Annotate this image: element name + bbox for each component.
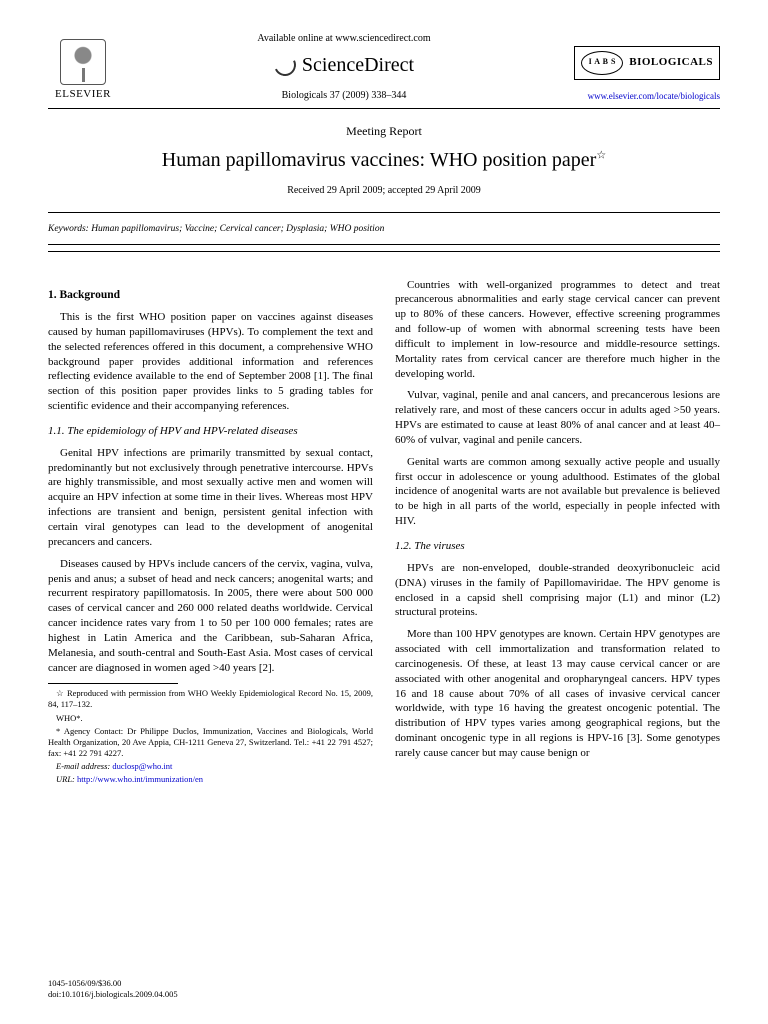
available-online: Available online at www.sciencedirect.co… bbox=[118, 32, 570, 46]
footnote-5: URL: http://www.who.int/immunization/en bbox=[48, 774, 373, 785]
received-line: Received 29 April 2009; accepted 29 Apri… bbox=[48, 184, 720, 198]
title-star-icon: ☆ bbox=[596, 150, 606, 162]
para-5: Vulvar, vaginal, penile and anal cancers… bbox=[395, 388, 720, 447]
keywords-text: Human papillomavirus; Vaccine; Cervical … bbox=[89, 224, 385, 234]
url-label: URL: bbox=[56, 774, 77, 784]
elsevier-tree-icon bbox=[60, 39, 106, 85]
footer-line1: 1045-1056/09/$36.00 bbox=[48, 978, 178, 989]
rule-top bbox=[48, 212, 720, 213]
heading-viruses: 1.2. The viruses bbox=[395, 539, 720, 554]
elsevier-logo-block: ELSEVIER bbox=[48, 39, 118, 102]
footnotes: ☆ Reproduced with permission from WHO We… bbox=[48, 688, 373, 784]
footnote-2: WHO*. bbox=[48, 713, 373, 724]
title-text: Human papillomavirus vaccines: WHO posit… bbox=[162, 149, 597, 171]
journal-logo: I A B S BIOLOGICALS bbox=[574, 46, 720, 80]
iabs-icon: I A B S bbox=[581, 51, 623, 75]
article-type: Meeting Report bbox=[48, 123, 720, 139]
footnote-4: E-mail address: duclosp@who.int bbox=[48, 761, 373, 772]
footnote-3: * Agency Contact: Dr Philippe Duclos, Im… bbox=[48, 726, 373, 759]
footnote-separator bbox=[48, 683, 178, 684]
email-link[interactable]: duclosp@who.int bbox=[112, 761, 172, 771]
para-6: Genital warts are common among sexually … bbox=[395, 455, 720, 529]
para-7: HPVs are non-enveloped, double-stranded … bbox=[395, 561, 720, 620]
page-footer: 1045-1056/09/$36.00 doi:10.1016/j.biolog… bbox=[48, 978, 178, 1000]
sd-text: ScienceDirect bbox=[302, 52, 414, 79]
sd-swirl-icon bbox=[271, 51, 299, 79]
para-2: Genital HPV infections are primarily tra… bbox=[48, 446, 373, 550]
para-3: Diseases caused by HPVs include cancers … bbox=[48, 557, 373, 676]
para-4: Countries with well-organized programmes… bbox=[395, 278, 720, 382]
page-header: ELSEVIER Available online at www.science… bbox=[48, 32, 720, 109]
journal-link[interactable]: www.elsevier.com/locate/biologicals bbox=[570, 90, 720, 102]
heading-background: 1. Background bbox=[48, 288, 373, 304]
keywords-label: Keywords: bbox=[48, 224, 89, 234]
elsevier-name: ELSEVIER bbox=[48, 87, 118, 102]
body-columns: 1. Background This is the first WHO posi… bbox=[48, 278, 720, 787]
para-1: This is the first WHO position paper on … bbox=[48, 310, 373, 414]
footnote-1: ☆ Reproduced with permission from WHO We… bbox=[48, 688, 373, 710]
email-label: E-mail address: bbox=[56, 761, 112, 771]
footer-line2: doi:10.1016/j.biologicals.2009.04.005 bbox=[48, 989, 178, 1000]
heading-epidemiology: 1.1. The epidemiology of HPV and HPV-rel… bbox=[48, 424, 373, 439]
sciencedirect-logo: ScienceDirect bbox=[274, 52, 414, 79]
citation-line: Biologicals 37 (2009) 338–344 bbox=[118, 89, 570, 103]
journal-name: BIOLOGICALS bbox=[629, 55, 713, 70]
rule-mid bbox=[48, 244, 720, 245]
header-center: Available online at www.sciencedirect.co… bbox=[118, 32, 570, 102]
keywords: Keywords: Human papillomavirus; Vaccine;… bbox=[48, 223, 720, 236]
para-8: More than 100 HPV genotypes are known. C… bbox=[395, 627, 720, 761]
journal-block: I A B S BIOLOGICALS www.elsevier.com/loc… bbox=[570, 46, 720, 102]
url-link[interactable]: http://www.who.int/immunization/en bbox=[77, 774, 203, 784]
rule-bottom bbox=[48, 251, 720, 252]
article-title: Human papillomavirus vaccines: WHO posit… bbox=[48, 147, 720, 174]
title-block: Meeting Report Human papillomavirus vacc… bbox=[48, 123, 720, 198]
